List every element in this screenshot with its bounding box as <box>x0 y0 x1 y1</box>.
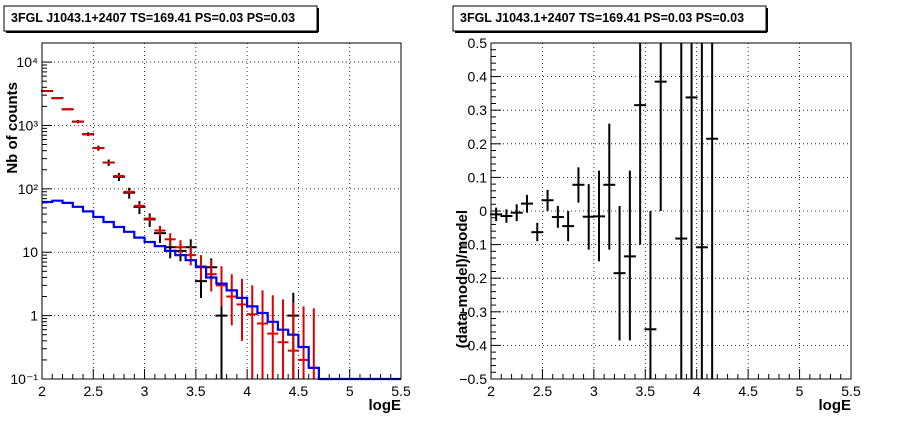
model-point <box>216 266 227 307</box>
data-point <box>613 205 626 341</box>
model-point <box>82 133 94 136</box>
model-point <box>41 89 53 92</box>
data-point <box>510 204 523 222</box>
title-box <box>3 5 318 32</box>
data-point <box>490 207 503 222</box>
model-point <box>257 290 269 379</box>
model-point <box>174 240 186 257</box>
x-tick-label: 2 <box>38 383 46 399</box>
data-point <box>531 222 544 242</box>
model-point <box>144 215 156 222</box>
x-tick-label: 3 <box>141 383 149 399</box>
y-tick-label: 0.4 <box>468 69 488 85</box>
x-tick-label: 4.5 <box>289 383 309 399</box>
y-tick-label: −0.1 <box>459 237 487 253</box>
y-tick-label: 0.2 <box>468 136 488 152</box>
model-point <box>298 306 310 379</box>
y-tick-label: −0.4 <box>459 337 487 353</box>
y-tick-label: −0.3 <box>459 304 487 320</box>
data-point <box>551 205 564 228</box>
data-point <box>634 43 647 245</box>
model-point <box>246 285 258 379</box>
y-tick-label: −0.5 <box>459 371 487 387</box>
plot-frame <box>490 42 852 380</box>
data-point <box>215 292 228 379</box>
y-tick-label: 1 <box>30 308 38 324</box>
model-point <box>277 299 289 379</box>
model-point <box>113 174 125 178</box>
y-tick-label: 0.1 <box>468 169 488 185</box>
model-point <box>226 274 238 326</box>
model-point <box>133 203 145 209</box>
panel-residuals: 2 2.5 3 3.5 4 4.5 5 5.5 −0.5 −0.4 −0.3 −0.2 −0.1 0 0.1… <box>452 5 861 414</box>
model-point <box>236 278 248 341</box>
model-point <box>205 260 217 292</box>
chart-title: 3FGL J1043.1+2407 TS=169.41 PS=0.03 PS=0… <box>460 11 744 25</box>
y-tick-label: 0.5 <box>468 35 488 51</box>
x-tick-label: 2 <box>487 383 495 399</box>
x-tick-label: 3.5 <box>186 383 206 399</box>
chart-title: 3FGL J1043.1+2407 TS=169.41 PS=0.03 PS=0… <box>11 11 295 25</box>
y-axis-label: (data-model)/model <box>454 210 471 348</box>
data-point <box>685 43 698 379</box>
x-tick-label: 5.5 <box>391 383 411 399</box>
series-0 <box>490 43 719 379</box>
data-point <box>521 194 533 213</box>
data-point <box>593 170 605 262</box>
y-tick-label: 10⁴ <box>16 54 38 70</box>
y-axis-label: Nb of counts <box>4 82 21 174</box>
y-tick-label: −0.2 <box>459 270 487 286</box>
x-tick-label: 5 <box>346 383 354 399</box>
x-axis-label: logE <box>819 397 852 414</box>
data-point <box>695 43 708 379</box>
model-point <box>287 302 299 379</box>
data-point <box>706 43 719 379</box>
data-point <box>675 43 688 379</box>
model-point <box>185 246 197 266</box>
x-tick-label: 5 <box>796 383 804 399</box>
y-tick-label: 10⁻¹ <box>10 371 38 387</box>
y-tick-label: 0.3 <box>468 102 488 118</box>
x-tick-label: 3 <box>590 383 598 399</box>
data-point <box>644 211 657 379</box>
data-point <box>623 170 636 341</box>
plot-frame <box>41 42 402 380</box>
data-point <box>572 167 585 203</box>
series-2 <box>42 199 401 381</box>
x-tick-label: 4.5 <box>738 383 758 399</box>
data-point <box>562 211 575 242</box>
x-tick-label: 5.5 <box>841 383 861 399</box>
panel-counts: 2 2.5 3 3.5 4 4.5 5 5.5 10⁻¹ 1 10 10² 10³ 10⁴ 3FGL J10… <box>3 5 411 414</box>
x-tick-label: 3.5 <box>636 383 656 399</box>
x-tick-label: 4 <box>243 383 251 399</box>
x-tick-label: 2.5 <box>533 383 553 399</box>
y-tick-label: 10³ <box>18 117 39 133</box>
model-point <box>267 295 279 379</box>
model-point <box>103 161 115 164</box>
data-point <box>603 123 616 250</box>
y-tick-label: 10² <box>18 181 39 197</box>
data-point <box>500 209 513 223</box>
y-tick-label: 10 <box>22 244 38 260</box>
model-point <box>72 120 84 123</box>
model-point <box>92 147 104 150</box>
model-background-line <box>42 199 401 381</box>
model-point <box>154 225 166 237</box>
data-point <box>541 189 554 211</box>
data-point <box>654 43 667 211</box>
model-point <box>123 189 135 194</box>
model-point <box>164 233 176 247</box>
x-tick-label: 2.5 <box>84 383 104 399</box>
x-tick-label: 4 <box>693 383 701 399</box>
data-point <box>582 184 595 250</box>
model-point <box>51 97 63 100</box>
model-point <box>62 108 74 111</box>
x-axis-label: logE <box>369 397 402 414</box>
series-1 <box>41 89 320 379</box>
y-tick-label: 0 <box>479 203 487 219</box>
